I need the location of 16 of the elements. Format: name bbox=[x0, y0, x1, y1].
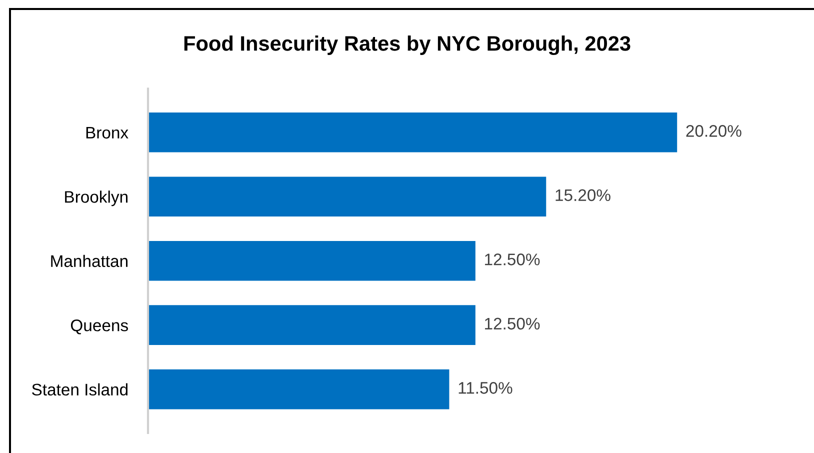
data-label: 12.50% bbox=[485, 318, 540, 330]
y-tick-label: Queens bbox=[70, 320, 128, 334]
y-tick-label: Manhattan bbox=[51, 254, 128, 268]
bar bbox=[148, 305, 476, 346]
y-tick-label: Bronx bbox=[86, 126, 128, 139]
data-label: 12.50% bbox=[485, 254, 540, 266]
y-tick-label: Staten Island bbox=[32, 383, 128, 396]
bar bbox=[148, 240, 476, 281]
chart-title: Food Insecurity Rates by NYC Borough, 2023 bbox=[184, 36, 630, 56]
y-tick-label: Brooklyn bbox=[65, 190, 128, 206]
data-label: 20.20% bbox=[686, 125, 742, 137]
bar bbox=[148, 112, 678, 152]
data-label: 11.50% bbox=[458, 382, 512, 394]
data-label: 15.20% bbox=[556, 189, 610, 202]
bar bbox=[148, 369, 450, 410]
bar bbox=[148, 176, 546, 217]
